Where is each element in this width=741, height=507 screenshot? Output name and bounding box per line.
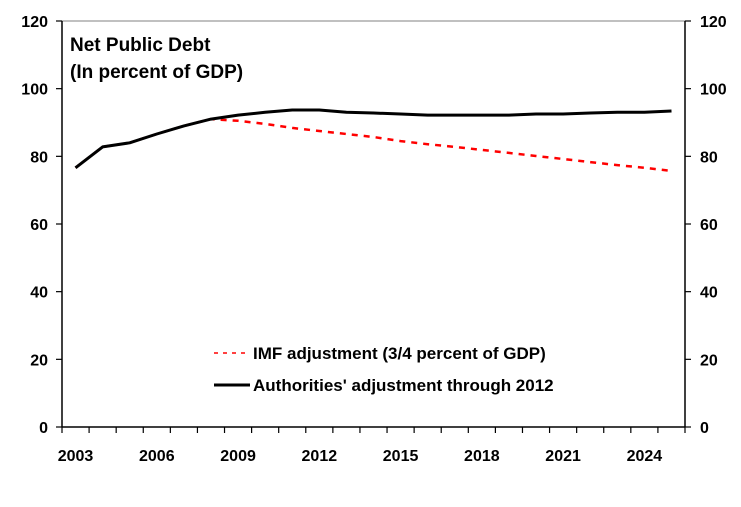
legend-label-imf: IMF adjustment (3/4 percent of GDP) bbox=[253, 344, 546, 363]
y-tick-label-left: 100 bbox=[21, 82, 48, 99]
y-tick-label-right: 80 bbox=[700, 149, 718, 166]
y-tick-label-right: 0 bbox=[700, 420, 709, 437]
ticks: 0 0 20 20 40 40 60 60 80 80 100 100 120 120 2003 2006 20… bbox=[21, 14, 727, 465]
y-tick-label-right: 120 bbox=[700, 14, 727, 31]
x-tick-label: 2006 bbox=[139, 448, 175, 465]
y-tick-label-left: 80 bbox=[30, 149, 48, 166]
chart-subtitle: (In percent of GDP) bbox=[70, 62, 243, 83]
chart-title: Net Public Debt bbox=[70, 35, 211, 56]
legend: IMF adjustment (3/4 percent of GDP) Auth… bbox=[214, 344, 554, 395]
x-tick-label: 2024 bbox=[627, 448, 663, 465]
y-tick-label-right: 60 bbox=[700, 217, 718, 234]
y-tick-label-right: 100 bbox=[700, 82, 727, 99]
x-tick-label: 2018 bbox=[464, 448, 500, 465]
series-line-authorities bbox=[74, 108, 672, 169]
x-tick-label: 2009 bbox=[220, 448, 256, 465]
y-tick-label-left: 120 bbox=[21, 14, 48, 31]
x-tick-label: 2012 bbox=[302, 448, 338, 465]
y-tick-label-left: 20 bbox=[30, 352, 48, 369]
y-tick-label-right: 20 bbox=[700, 352, 718, 369]
y-tick-label-left: 40 bbox=[30, 285, 48, 302]
x-tick-label: 2003 bbox=[58, 448, 94, 465]
y-tick-label-left: 0 bbox=[39, 420, 48, 437]
y-tick-label-left: 60 bbox=[30, 217, 48, 234]
x-tick-label: 2015 bbox=[383, 448, 419, 465]
series-lines bbox=[74, 108, 672, 173]
y-tick-label-right: 40 bbox=[700, 285, 718, 302]
legend-label-authorities: Authorities' adjustment through 2012 bbox=[253, 376, 554, 395]
x-tick-label: 2021 bbox=[545, 448, 581, 465]
series-line-imf bbox=[74, 117, 672, 173]
